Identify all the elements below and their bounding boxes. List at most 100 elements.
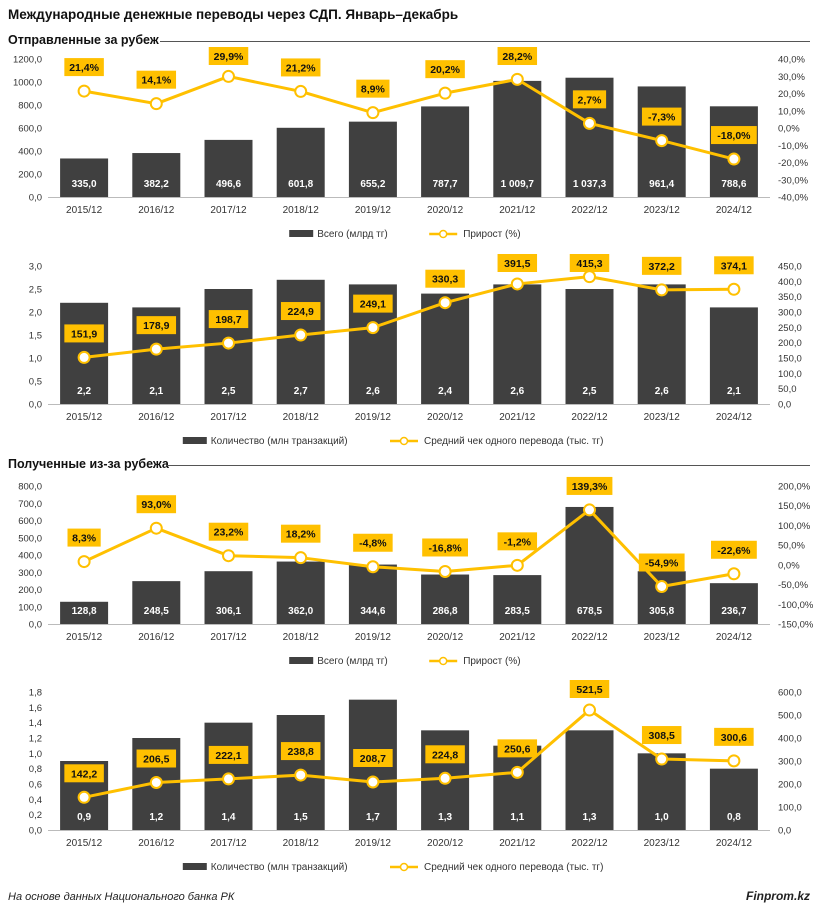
y2-axis-tick-label: 150,0% bbox=[778, 501, 811, 512]
line-data-label-box bbox=[64, 58, 104, 77]
y-axis-tick-label: 0,0 bbox=[29, 826, 42, 837]
line-point bbox=[149, 521, 163, 535]
legend-bar-swatch bbox=[289, 230, 314, 237]
x-axis-tick-label: 2021/12 bbox=[499, 205, 536, 216]
line-data-label: 521,5 bbox=[576, 684, 602, 696]
y-axis-tick-label: 1,6 bbox=[29, 703, 42, 714]
y2-axis-tick-label: 20,0% bbox=[778, 89, 805, 100]
line-point bbox=[294, 768, 308, 782]
line-data-label-box bbox=[425, 269, 465, 288]
x-axis-tick-label: 2018/12 bbox=[283, 205, 320, 216]
line-point bbox=[149, 776, 163, 790]
x-axis-tick-label: 2018/12 bbox=[283, 838, 320, 849]
line-data-label-box bbox=[641, 256, 682, 275]
y-axis-tick-label: 600,0 bbox=[18, 124, 42, 135]
line-point bbox=[727, 152, 741, 166]
y-axis-tick-label: 200,0 bbox=[18, 170, 42, 181]
bar bbox=[421, 106, 470, 197]
bar-data-label: 305,8 bbox=[649, 606, 674, 617]
bar bbox=[493, 80, 542, 197]
line-data-label: -54,9% bbox=[645, 558, 679, 570]
series-line bbox=[83, 275, 734, 359]
legend-label: Всего (млрд тг) bbox=[317, 229, 388, 240]
line-point bbox=[583, 503, 596, 517]
line-data-label-box bbox=[714, 256, 754, 275]
x-axis-tick-label: 2020/12 bbox=[427, 412, 464, 423]
line-data-label-box bbox=[425, 745, 465, 764]
bar-data-label: 286,8 bbox=[433, 606, 458, 617]
bar bbox=[421, 574, 470, 624]
line-data-label: 308,5 bbox=[649, 730, 675, 742]
y2-axis-tick-label: 400,0 bbox=[778, 734, 802, 745]
bar bbox=[709, 307, 758, 404]
bar-data-label: 655,2 bbox=[360, 179, 385, 190]
line-point bbox=[727, 567, 741, 581]
line-point bbox=[222, 772, 235, 786]
line-data-label: 372,2 bbox=[649, 261, 675, 273]
line-data-label-box bbox=[136, 316, 177, 335]
line-data-label: 224,9 bbox=[288, 306, 314, 318]
bar-data-label: 2,6 bbox=[366, 386, 380, 397]
line-point bbox=[366, 106, 380, 120]
bar-data-label: 1,5 bbox=[294, 812, 308, 823]
line-data-label-box bbox=[353, 748, 393, 767]
line-data-label: 300,6 bbox=[721, 732, 747, 744]
y-axis-tick-label: 1000,0 bbox=[13, 78, 42, 89]
bar-data-label: 496,6 bbox=[216, 179, 241, 190]
bar-data-label: 362,0 bbox=[288, 606, 313, 617]
y2-axis-tick-label: 150,0 bbox=[778, 354, 802, 365]
y2-axis-tick-label: 0,0 bbox=[778, 400, 791, 411]
x-axis-tick-label: 2023/12 bbox=[644, 632, 681, 643]
line-data-label: 330,3 bbox=[432, 274, 458, 286]
footer-brand: Finprom.kz bbox=[745, 889, 810, 903]
x-axis-tick-label: 2016/12 bbox=[138, 632, 175, 643]
x-axis-tick-label: 2021/12 bbox=[499, 632, 536, 643]
y2-axis-tick-label: 600,0 bbox=[778, 688, 802, 699]
y-axis-tick-label: 3,0 bbox=[29, 262, 42, 273]
x-axis-tick-label: 2022/12 bbox=[571, 838, 608, 849]
legend-bar-swatch bbox=[182, 437, 207, 444]
x-axis-tick-label: 2016/12 bbox=[138, 838, 175, 849]
line-point bbox=[366, 775, 380, 789]
bar bbox=[637, 753, 686, 830]
y2-axis-tick-label: 450,0 bbox=[778, 262, 802, 273]
bar bbox=[709, 768, 758, 830]
line-data-label-box bbox=[638, 553, 685, 572]
line-point bbox=[583, 703, 596, 717]
line-point bbox=[510, 765, 524, 779]
line-data-label: 21,2% bbox=[286, 62, 316, 74]
line-point bbox=[438, 771, 452, 785]
bar-data-label: 1,1 bbox=[510, 812, 524, 823]
line-data-label: 29,9% bbox=[214, 51, 244, 63]
line-point bbox=[77, 84, 91, 98]
line-point bbox=[149, 342, 163, 356]
y-axis-tick-label: 0,6 bbox=[29, 780, 42, 791]
line-data-label-box bbox=[208, 47, 249, 65]
y2-axis-tick-label: 0,0% bbox=[778, 124, 800, 135]
bar-data-label: 2,1 bbox=[727, 386, 741, 397]
line-point bbox=[77, 790, 91, 804]
line-data-label-box bbox=[353, 294, 393, 313]
line-point bbox=[655, 752, 669, 766]
bar-data-label: 788,6 bbox=[721, 179, 746, 190]
y-axis-tick-label: 1,0 bbox=[29, 354, 42, 365]
line-point bbox=[583, 116, 596, 130]
x-axis-tick-label: 2018/12 bbox=[283, 412, 320, 423]
y2-axis-tick-label: 350,0 bbox=[778, 292, 802, 303]
x-axis-tick-label: 2022/12 bbox=[571, 632, 608, 643]
series-line bbox=[83, 708, 734, 799]
y-axis-tick-label: 600,0 bbox=[18, 516, 42, 527]
x-axis-tick-label: 2017/12 bbox=[210, 632, 247, 643]
y2-axis-tick-label: 300,0 bbox=[778, 308, 802, 319]
bar-data-label: 128,8 bbox=[72, 606, 97, 617]
y-axis-tick-label: 0,0 bbox=[29, 620, 42, 631]
bar bbox=[276, 279, 325, 404]
y-axis-tick-label: 400,0 bbox=[18, 147, 42, 158]
y-axis-tick-label: 1200,0 bbox=[13, 55, 42, 66]
x-axis-tick-label: 2019/12 bbox=[355, 632, 392, 643]
line-data-label: -22,6% bbox=[717, 545, 751, 557]
bar-data-label: 2,7 bbox=[294, 386, 308, 397]
line-data-label-box bbox=[497, 47, 538, 65]
x-axis-tick-label: 2017/12 bbox=[210, 205, 247, 216]
bar-data-label: 601,8 bbox=[288, 179, 313, 190]
